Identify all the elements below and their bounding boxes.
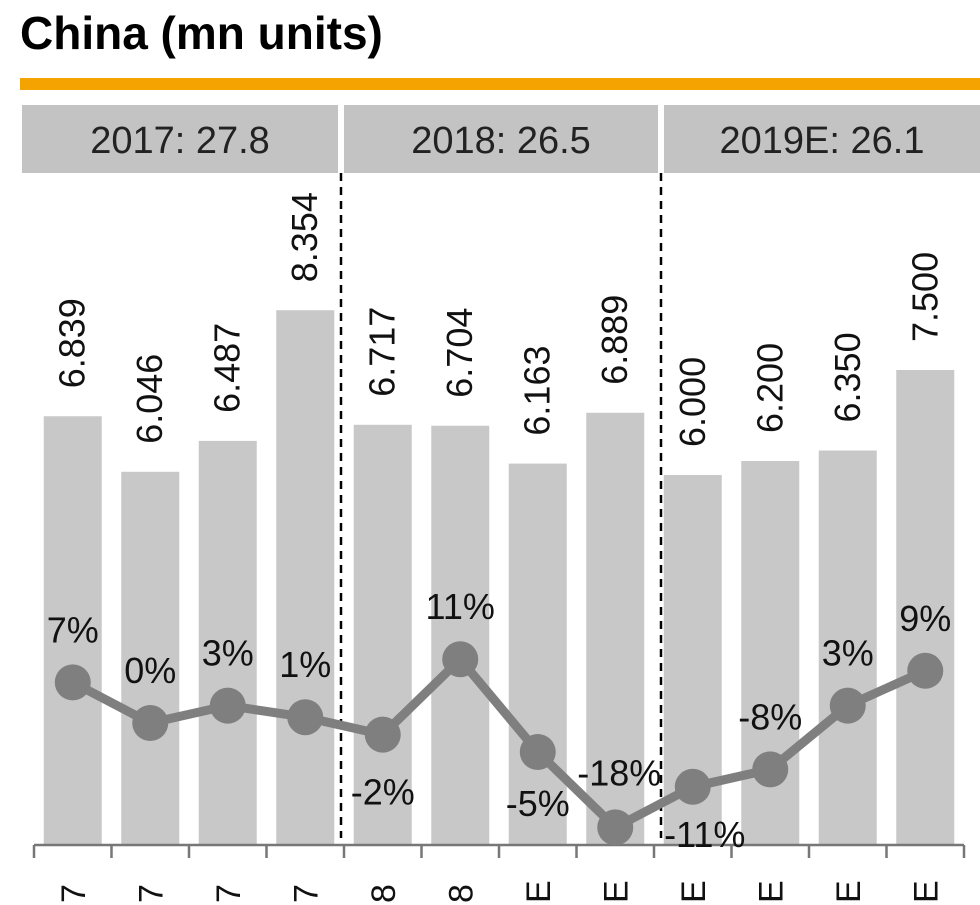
- bars-group: 6.839 6.046 6.487 8.354 6.717 6.704 6.163 6.889…: [43, 192, 955, 846]
- growth-label-7: -18%: [577, 752, 661, 793]
- bar-3: [276, 310, 335, 846]
- growth-label-6: -5%: [506, 783, 570, 824]
- bar-11: [896, 370, 955, 845]
- bar-value-label-0: 6.839: [52, 298, 93, 388]
- bar-0: [43, 416, 102, 845]
- x-tick-label-7: E: [597, 880, 635, 903]
- x-tick-label-9: E: [752, 880, 790, 903]
- bar-5: [431, 425, 490, 845]
- growth-point-6: [519, 734, 556, 770]
- growth-label-3: 1%: [279, 644, 331, 685]
- bar-2: [198, 440, 257, 845]
- growth-point-9: [752, 751, 789, 788]
- bar-1: [121, 471, 180, 845]
- growth-label-5: 11%: [426, 586, 495, 627]
- bar-value-label-1: 6.046: [129, 354, 170, 444]
- x-tick-label-10: E: [830, 880, 868, 903]
- x-tick-label-4: 8: [365, 884, 403, 903]
- bar-value-label-4: 6.717: [362, 307, 403, 397]
- growth-label-10: 3%: [822, 633, 874, 674]
- growth-label-9: -8%: [738, 696, 802, 737]
- bar-value-label-7: 6.889: [594, 295, 635, 385]
- year-box-2: [664, 105, 980, 173]
- x-tick-label-6: E: [520, 880, 558, 903]
- bar-value-label-2: 6.487: [207, 323, 248, 413]
- x-axis: 7 7 7 7 8 8 E E E E E E: [32, 843, 966, 903]
- bar-7: [586, 412, 645, 845]
- growth-point-11: [907, 652, 944, 689]
- growth-label-4: -2%: [351, 772, 415, 813]
- growth-point-1: [132, 705, 169, 741]
- bar-value-label-10: 6.350: [827, 332, 868, 422]
- growth-point-3: [287, 699, 324, 736]
- bar-value-label-5: 6.704: [439, 308, 480, 398]
- year-label-0: 2017: 27.8: [90, 120, 270, 162]
- growth-label-0: 7%: [47, 609, 99, 650]
- x-tick-label-2: 7: [210, 884, 248, 903]
- growth-line-group: 7% 0% 3% 1% -2% 11% -5%-18%-11% -8% 3% 9%: [47, 586, 952, 855]
- bar-6: [508, 463, 567, 845]
- x-tick-label-11: E: [907, 880, 945, 903]
- bar-value-label-6: 6.163: [517, 345, 558, 435]
- x-tick-label-3: 7: [287, 884, 325, 903]
- bar-value-label-11: 7.500: [904, 252, 945, 342]
- chart-title: China (mn units): [20, 7, 383, 59]
- x-tick-label-5: 8: [442, 884, 480, 903]
- growth-label-11: 9%: [899, 598, 951, 639]
- growth-point-7: [597, 809, 634, 846]
- bar-4: [353, 424, 412, 845]
- x-tick-label-0: 7: [55, 884, 93, 903]
- x-tick-label-8: E: [675, 880, 713, 903]
- growth-point-0: [54, 664, 91, 701]
- growth-point-10: [829, 687, 866, 724]
- growth-point-2: [209, 687, 246, 724]
- growth-point-5: [442, 641, 479, 678]
- growth-point-8: [674, 768, 711, 805]
- bar-value-label-3: 8.354: [284, 192, 325, 282]
- year-box-0: [22, 105, 338, 173]
- bar-value-label-9: 6.200: [749, 343, 790, 433]
- x-tick-label-1: 7: [132, 884, 170, 903]
- year-label-1: 2018: 26.5: [411, 120, 591, 162]
- year-header-group: 2017: 27.8 2018: 26.5 2019E: 26.1: [22, 105, 980, 173]
- year-label-2: 2019E: 26.1: [720, 120, 925, 162]
- growth-label-2: 3%: [202, 633, 254, 674]
- growth-point-4: [364, 716, 401, 753]
- bar-10: [818, 450, 877, 845]
- bar-value-label-8: 6.000: [672, 357, 713, 447]
- growth-label-8: -11%: [664, 814, 745, 855]
- year-box-1: [344, 105, 658, 173]
- growth-label-1: 0%: [124, 650, 176, 691]
- accent-rule: [20, 78, 980, 90]
